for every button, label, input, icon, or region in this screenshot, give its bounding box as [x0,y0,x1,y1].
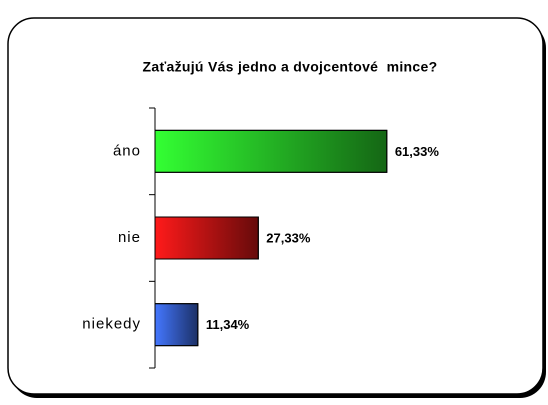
value-label: 61,33% [395,144,440,159]
value-label: 27,33% [266,230,311,245]
bar-shade [154,216,259,260]
category-label: áno [113,142,141,159]
category-label: nie [118,229,141,246]
chart-title: Zaťažujú Vás jedno a dvojcentové mince? [143,59,438,75]
frame [7,17,544,395]
category-label: niekedy [82,316,141,333]
bar-shade [154,303,199,347]
bar-shade [154,129,388,173]
value-label: 11,34% [206,317,250,332]
